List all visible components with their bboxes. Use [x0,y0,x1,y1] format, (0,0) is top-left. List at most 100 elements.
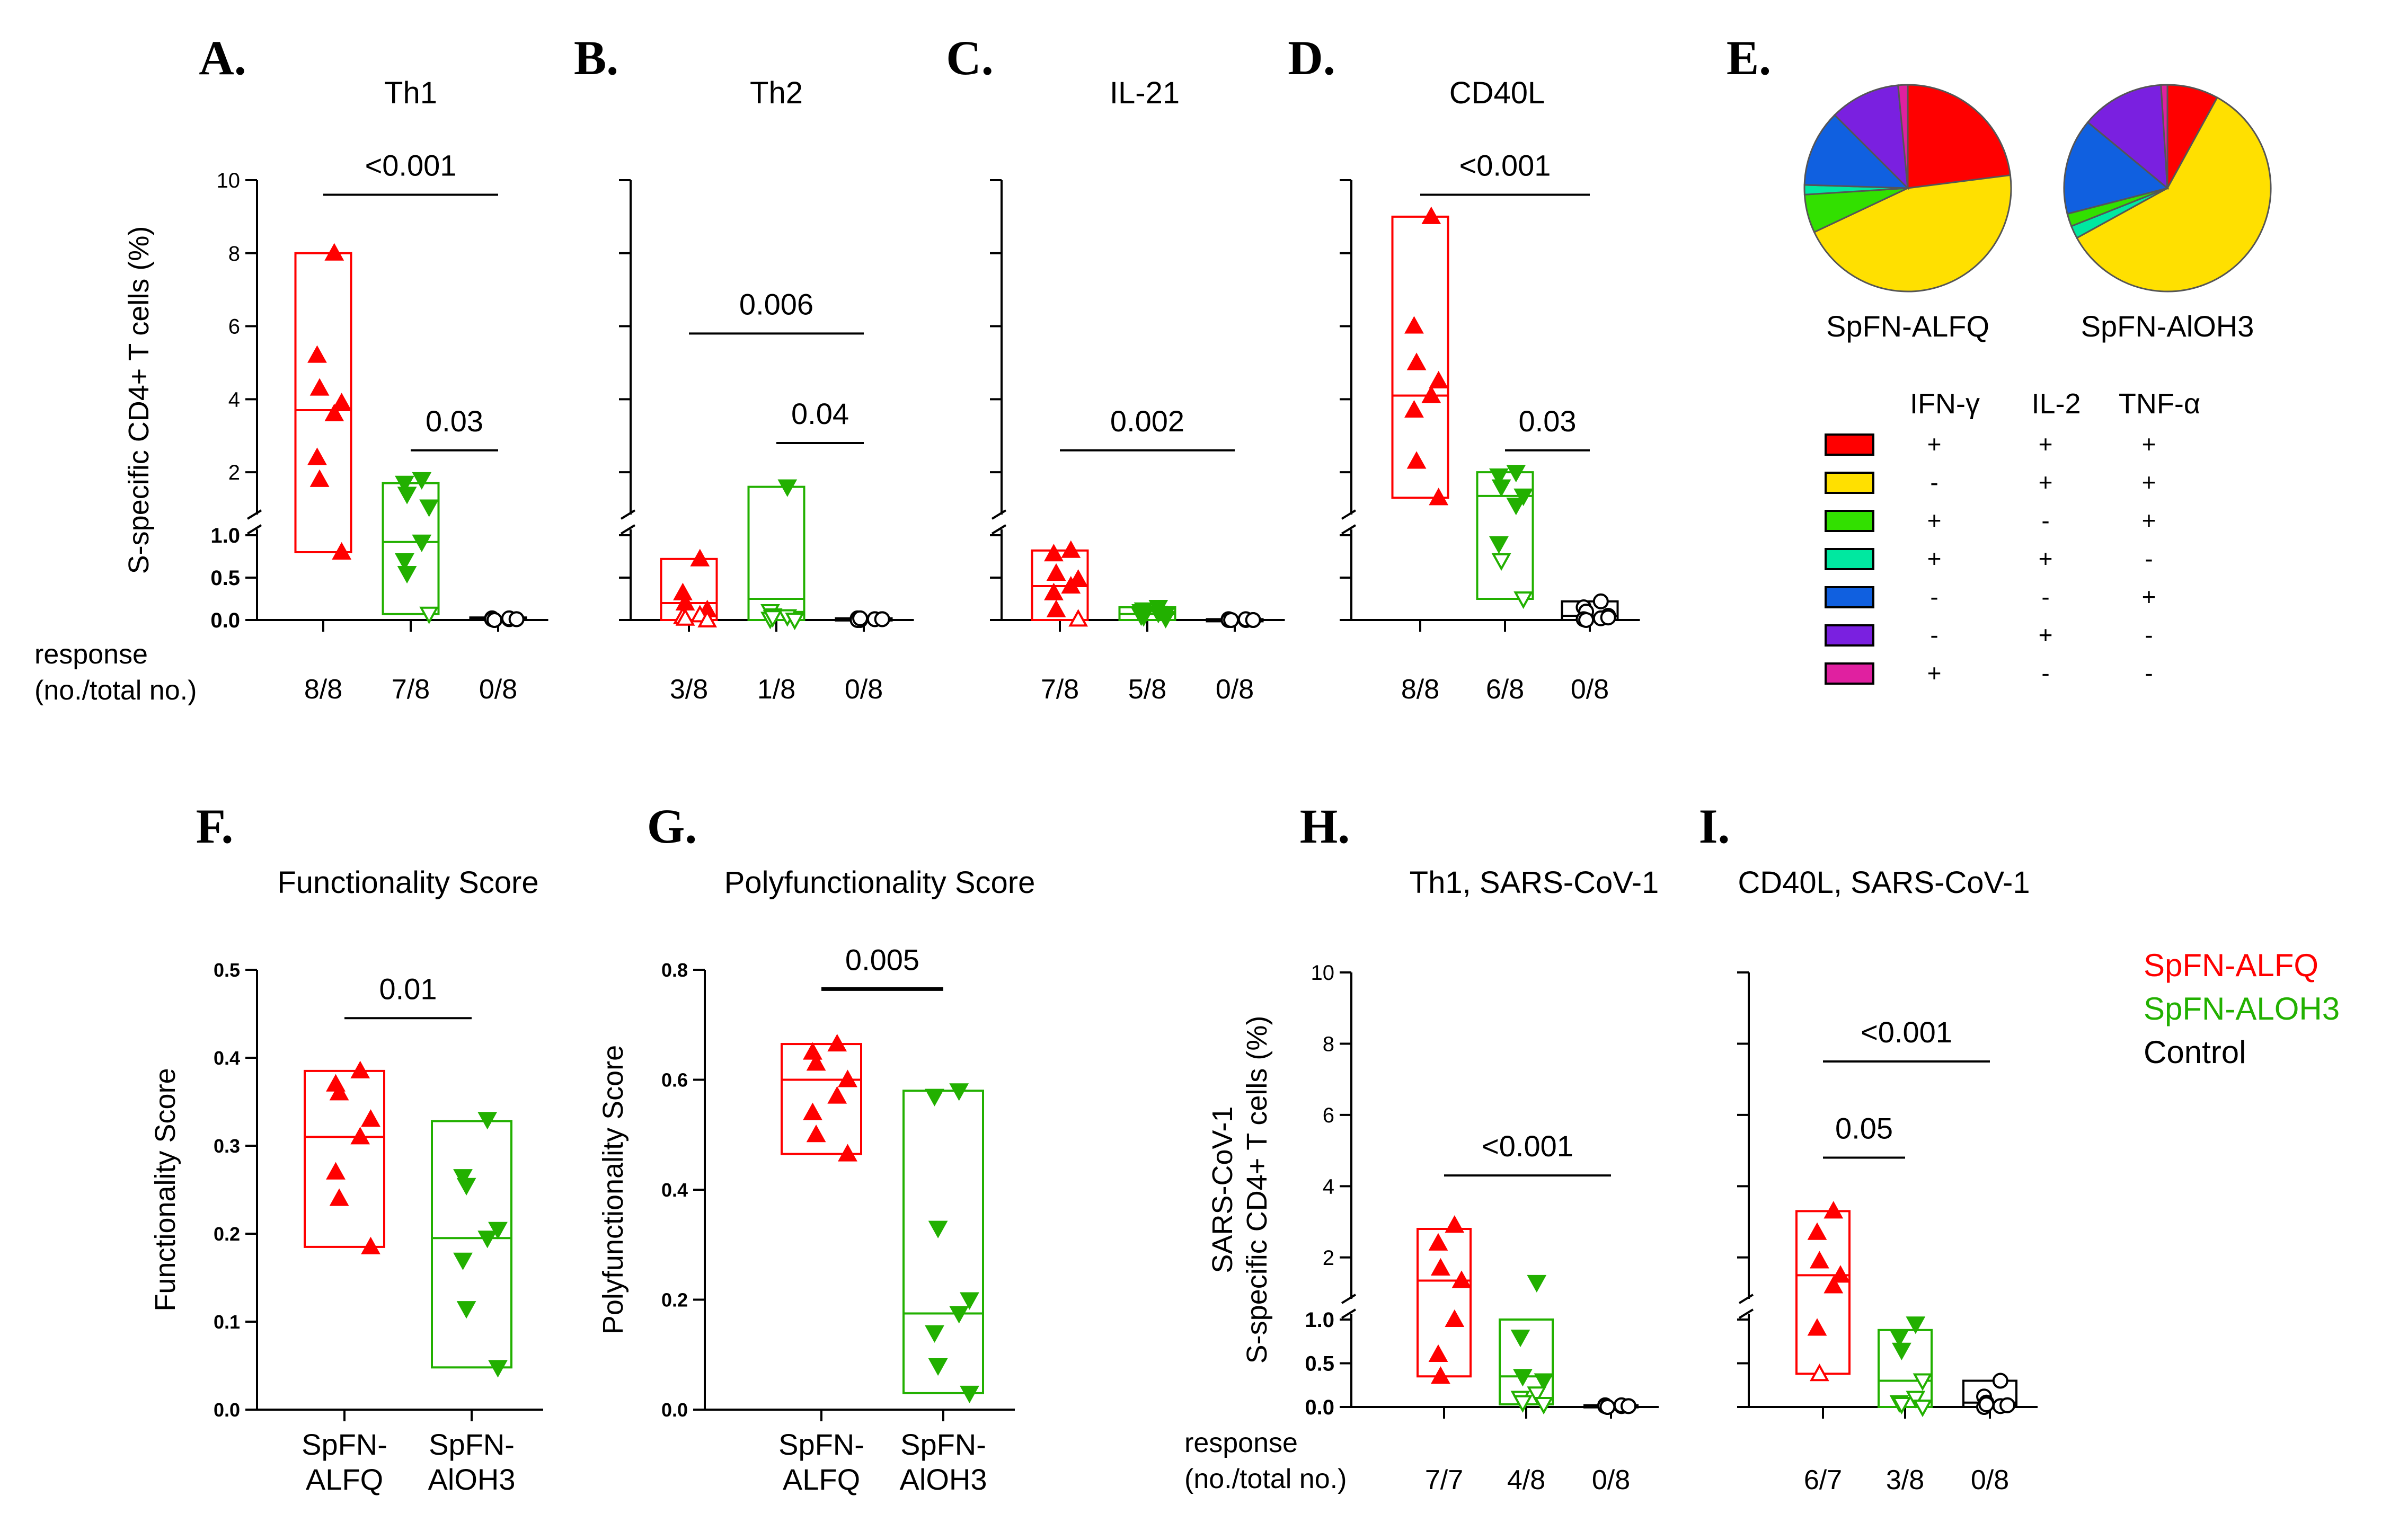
pie-slice [2063,121,2170,215]
panel-H: H. Th1, SARS-CoV-1 2 4 6 8 10 0.0 0.5 1.0 SARS-CoV… [1184,799,1659,1495]
box [902,1090,984,1394]
pie-slice [2086,84,2168,190]
y-tick-label: 0.6 [661,1069,688,1091]
legend-header: TNF-α [2119,388,2200,420]
y-tick-label: 1.0 [1305,1308,1334,1332]
data-point [1506,465,1526,483]
group-2 [1962,1373,2017,1415]
data-point [1489,468,1509,486]
axis-break-mark [991,509,1007,520]
group-2 [835,610,893,628]
data-point [1404,400,1424,418]
response-value: 0/8 [1571,674,1609,705]
axis-break-mark [991,524,1007,535]
response-label: (no./total no.) [1184,1464,1347,1494]
panel-title: IL-21 [1110,76,1180,110]
group-1 [1118,600,1176,629]
legend-header: IFN-γ [1910,388,1980,420]
legend-swatch [1825,548,1874,570]
x-tick-label: AlOH3 [900,1463,987,1496]
data-point [1245,612,1261,628]
response-label: response [1184,1428,1298,1458]
data-point [1913,1400,1933,1418]
panel-label: C. [946,31,993,85]
panel-title: Polyfunctionality Score [724,865,1035,900]
x-tick-label: SpFN- [900,1428,986,1461]
data-point [1431,1258,1450,1276]
p-value-label: 0.04 [791,397,849,430]
data-point [1061,540,1081,558]
group-0 [781,1033,862,1162]
pie-1 [2063,84,2272,293]
data-point [456,1301,476,1319]
panel-label: E. [1727,31,1771,85]
data-point [1513,1369,1533,1387]
data-point [395,475,414,493]
data-point [329,1083,349,1101]
group-1 [902,1083,984,1403]
data-point [1892,1342,1911,1360]
pie-slice [1907,84,2012,189]
y-axis-label: S-specific CD4+ T cells (%) [123,226,155,574]
data-point [1578,612,1595,628]
box [1417,1228,1472,1378]
response-value: 6/8 [1486,674,1524,705]
y-tick-label: 10 [1311,961,1335,985]
legend-sign: + [2142,507,2156,534]
data-point [419,606,439,624]
data-point [1534,1373,1554,1391]
data-point [1599,1399,1616,1415]
data-point [1824,1201,1844,1219]
y-tick-label: 0.2 [661,1289,688,1311]
data-point [397,566,417,584]
data-point [1830,1265,1851,1283]
response-value: 8/8 [304,674,342,705]
data-point [1807,1222,1827,1240]
y-tick-label: 2 [228,461,240,484]
pie-slice [1803,113,1910,189]
axis-break-mark [1341,1308,1357,1319]
legend-sign: - [2041,583,2049,610]
legend-sign: - [2041,659,2049,687]
panel-label: D. [1288,31,1335,85]
group-1 [1878,1316,1933,1418]
legend-sign: + [2039,430,2053,458]
data-point [488,1360,508,1378]
panel-title: Functionality Score [277,865,538,900]
p-value-label: <0.001 [1459,149,1551,182]
y-tick-label: 8 [1323,1032,1334,1056]
data-point [1807,1318,1827,1336]
legend-sign: + [2039,468,2053,496]
data-point [1406,352,1427,370]
box [294,252,352,553]
data-point [1906,1316,1926,1334]
x-tick-label: SpFN- [429,1428,515,1461]
legend-item: SpFN-ALFQ [2144,948,2318,983]
data-point [419,499,439,517]
axis-break-mark [246,509,262,520]
panel-label: H. [1300,799,1350,853]
data-point [395,553,414,571]
box [304,1069,385,1248]
response-value: 6/7 [1804,1465,1842,1495]
data-point [1044,544,1064,562]
panel-title: CD40L [1449,76,1545,110]
y-tick-label: 0.3 [214,1135,240,1157]
response-value: 1/8 [757,674,795,705]
response-value: 0/8 [1592,1465,1630,1495]
data-point [777,479,798,497]
data-point [326,1162,346,1180]
y-tick-label: 10 [217,169,241,192]
data-point [1156,610,1176,629]
legend-swatch [1825,510,1874,532]
axis-break-mark [620,509,636,520]
group-0 [304,1060,385,1254]
data-point [1892,1397,1911,1415]
response-value: 0/8 [1216,674,1254,705]
axis-break-mark [246,524,262,535]
group-0 [660,548,718,627]
p-value-label: <0.001 [365,149,457,182]
data-point [1810,1364,1829,1382]
data-point [925,1325,944,1343]
data-point [874,611,890,627]
